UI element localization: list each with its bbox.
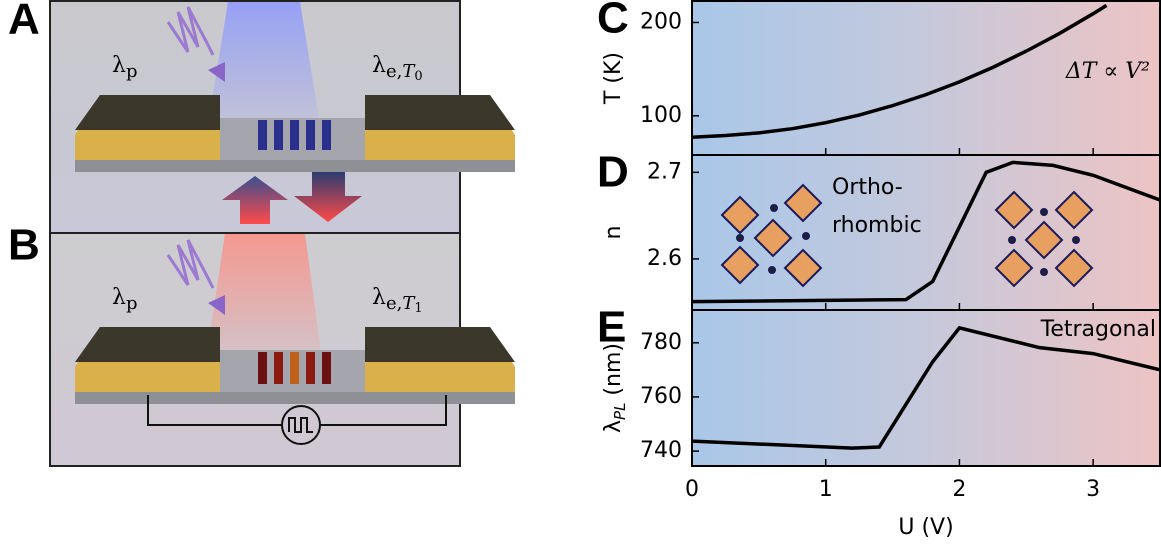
y-tick-label: 2.6	[647, 246, 682, 271]
unit: (nm)	[601, 343, 626, 403]
y-tick-label: 740	[640, 438, 682, 463]
y-tick-label: 760	[640, 384, 682, 409]
x-tick-label: 0	[685, 477, 699, 502]
x-axis-label: U (V)	[898, 515, 953, 540]
illustration: A B λp λp λe,T0 λe,T1	[8, 0, 515, 466]
y-tick-label: 100	[640, 103, 682, 128]
y-tick-label: 780	[640, 330, 682, 355]
panel-label: A	[8, 0, 40, 44]
annotation: rhombic	[832, 213, 922, 238]
page: A B λp λp λe,T0 λe,T1 C 100 200 T (K) ΔT ∝ V…	[0, 0, 1161, 547]
annotation: ΔT ∝ V²	[1065, 59, 1150, 84]
subscript: PL	[611, 403, 629, 420]
y-axis-label: T (K)	[601, 52, 626, 105]
panel-label: C	[597, 0, 629, 43]
y-tick-label: 2.7	[647, 159, 682, 184]
panel-label: D	[597, 148, 629, 197]
annotation: Tetragonal	[1040, 317, 1156, 342]
x-tick-label: 2	[952, 477, 966, 502]
x-tick-label: 3	[1086, 477, 1100, 502]
annotation: Ortho-	[832, 175, 903, 200]
y-tick-label: 200	[640, 9, 682, 34]
y-axis-label: λPL (nm)	[601, 343, 629, 433]
panel-label: B	[8, 221, 40, 270]
symbol: λ	[601, 420, 626, 433]
y-axis-label: n	[601, 226, 626, 240]
figure: A B λp λp λe,T0 λe,T1 C 100 200 T (K) ΔT ∝ V…	[0, 0, 1161, 547]
x-tick-label: 1	[819, 477, 833, 502]
